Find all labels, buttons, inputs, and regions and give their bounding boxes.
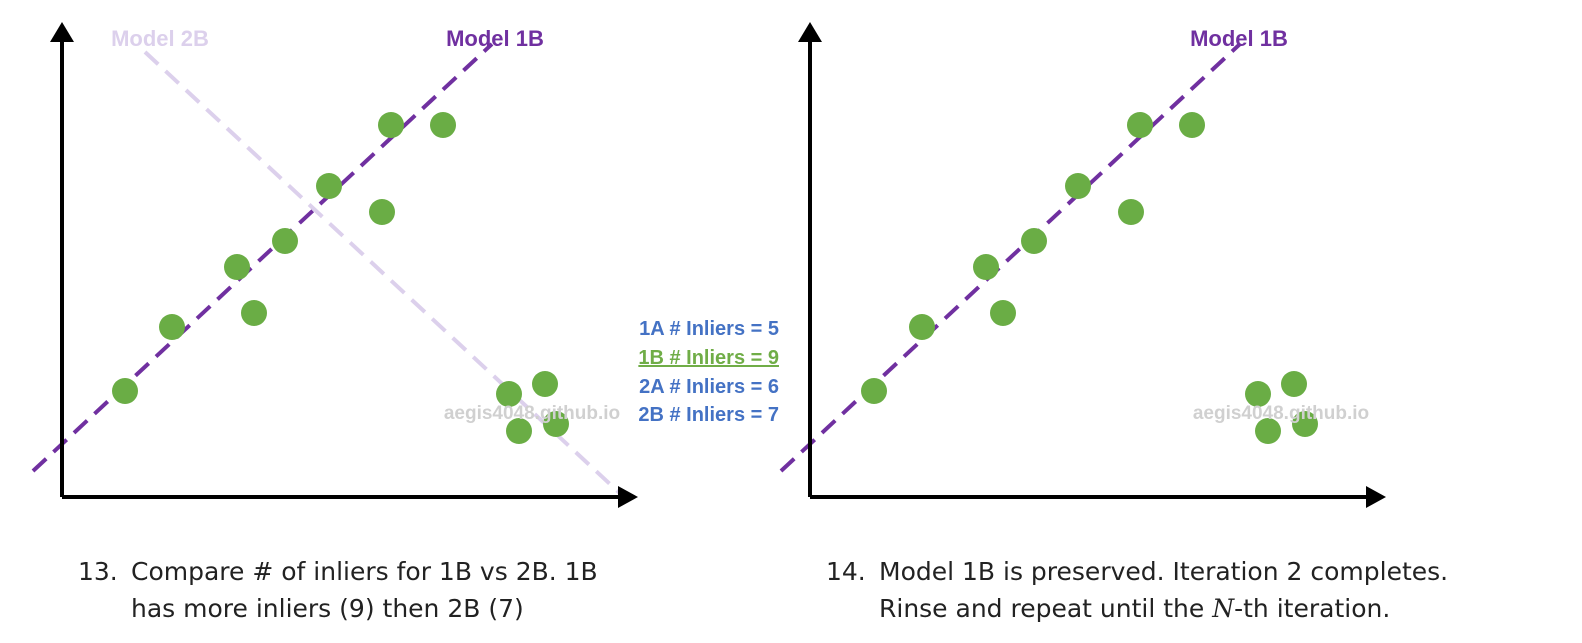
data-point [532,371,558,397]
caption-body: Model 1B is preserved. Iteration 2 compl… [879,553,1448,627]
step-number: 14. [826,557,866,586]
y-axis-arrow [50,22,74,42]
left-points [112,112,569,444]
watermark: aegis4048.github.io [1193,403,1369,424]
data-point [973,254,999,280]
data-point [1127,112,1153,138]
data-point [909,314,935,340]
model-1b-label: Model 1B [1190,26,1288,51]
data-point [112,378,138,404]
x-axis-arrow [618,486,638,508]
data-point [861,378,887,404]
data-point [1118,199,1144,225]
data-point [272,228,298,254]
data-point [224,254,250,280]
data-point [316,173,342,199]
data-point [430,112,456,138]
inlier-counts: 1A # Inliers = 5 1B # Inliers = 9 2A # Inl… [638,318,779,426]
model-1b-line [31,42,494,473]
caption-line: has more inliers (9) then 2B (7) [131,594,524,623]
inlier-count-label: 2B # Inliers = 7 [638,404,779,426]
inlier-count-label: 2A # Inliers = 6 [639,376,779,398]
caption-text: -th iteration. [1234,594,1391,623]
watermark: aegis4048.github.io [444,403,620,424]
iteration-variable: N [1212,594,1235,623]
inlier-count-label: 1A # Inliers = 5 [639,318,779,340]
right-points [861,112,1318,444]
data-point [1281,371,1307,397]
model-1b-label: Model 1B [446,26,544,51]
caption-text: Rinse and repeat until the [879,594,1213,623]
model-2b-label: Model 2B [111,26,209,51]
data-point [990,300,1016,326]
data-point [543,411,569,437]
data-point [1021,228,1047,254]
step-number: 13. [78,557,118,586]
left-panel: aegis4048.github.io Model 2B Model 1B 1A… [31,22,779,508]
data-point [496,381,522,407]
y-axis-arrow [798,22,822,42]
data-point [506,418,532,444]
model-1b-line [779,42,1242,473]
inlier-count-label: 1B # Inliers = 9 [638,347,779,369]
x-axis-arrow [1366,486,1386,508]
caption-line: Rinse and repeat until the N-th iteratio… [879,590,1448,627]
data-point [1065,173,1091,199]
data-point [369,199,395,225]
caption-body: Compare # of inliers for 1B vs 2B. 1B ha… [131,553,598,627]
right-panel: aegis4048.github.io Model 1B [779,22,1386,508]
data-point [1179,112,1205,138]
data-point [1245,381,1271,407]
data-point [159,314,185,340]
caption-line: Model 1B is preserved. Iteration 2 compl… [879,557,1449,586]
caption-line: Compare # of inliers for 1B vs 2B. 1B [131,557,598,586]
data-point [378,112,404,138]
data-point [241,300,267,326]
data-point [1292,411,1318,437]
data-point [1255,418,1281,444]
